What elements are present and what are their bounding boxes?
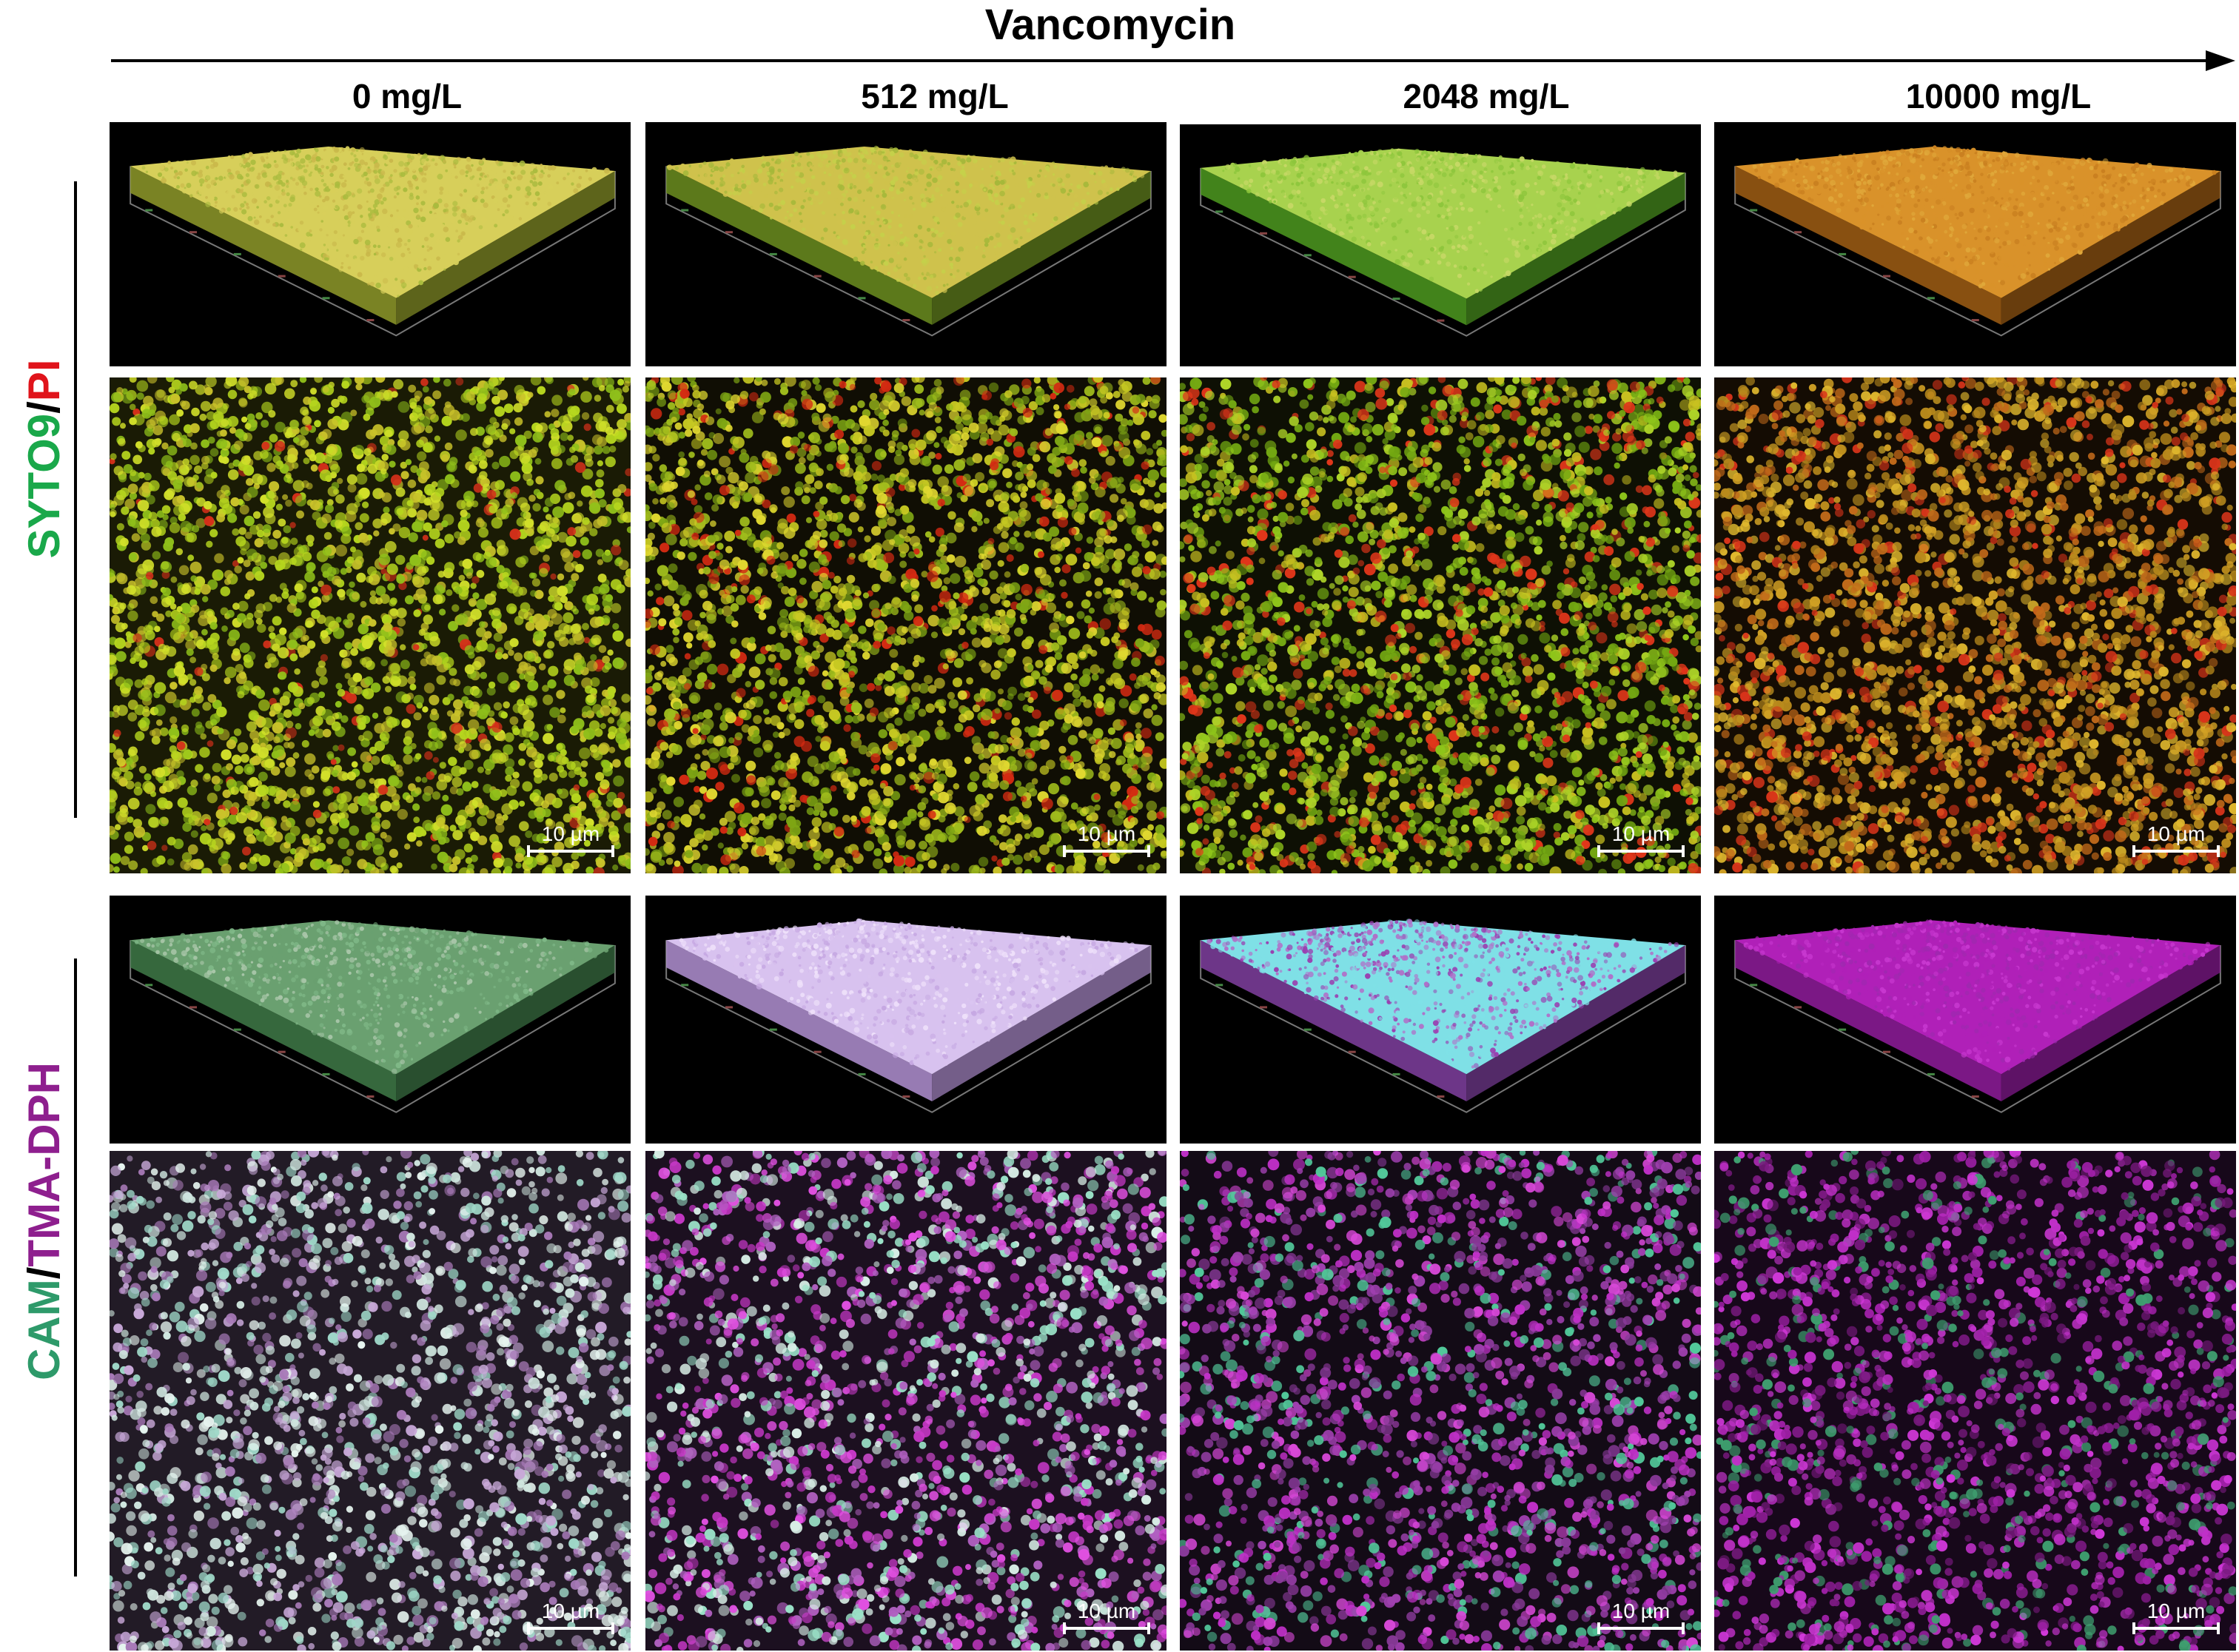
micrograph-membrane-512mg: 10 µm [645, 1151, 1167, 1651]
micrograph-live-dead-0mg: 10 µm [110, 377, 631, 873]
biofilm-3d-membrane-512mg [645, 896, 1167, 1144]
stain-pi: PI [19, 359, 69, 401]
micrograph-membrane-10000mg: 10 µm [1714, 1151, 2236, 1651]
biofilm-3d-membrane-2048mg [1180, 896, 1701, 1144]
biofilm-3d-render [110, 896, 631, 1144]
micrograph-live-dead-2048mg: 10 µm [1180, 377, 1701, 873]
column-header-0: 0 mg/L [148, 74, 666, 118]
fluorescence-field [645, 1151, 1167, 1651]
biofilm-3d-render [645, 122, 1167, 366]
scale-bar: 10 µm [1063, 1600, 1150, 1634]
micrograph-live-dead-10000mg: 10 µm [1714, 377, 2236, 873]
fluorescence-field [1180, 1151, 1701, 1651]
biofilm-3d-render [1180, 896, 1701, 1144]
biofilm-3d-10000mg [1714, 122, 2236, 366]
fluorescence-field [1714, 377, 2236, 873]
biofilm-3d-membrane-0mg [110, 896, 631, 1144]
fluorescence-field [110, 1151, 631, 1651]
fluorescence-field [1180, 377, 1701, 873]
scale-bar: 10 µm [1063, 823, 1150, 857]
scale-bar: 10 µm [1597, 1600, 1685, 1634]
fluorescence-field [110, 377, 631, 873]
biofilm-3d-render [110, 122, 631, 366]
fluorescence-field [645, 377, 1167, 873]
scale-bar: 10 µm [2132, 823, 2220, 857]
scale-bar: 10 µm [2132, 1600, 2220, 1634]
row-group-line-1 [74, 181, 77, 818]
scale-bar: 10 µm [527, 1600, 614, 1634]
row-label-membrane: CAM/TMA-DPH [19, 1029, 70, 1414]
figure-title: Vancomycin [925, 0, 1295, 50]
stain-separator: / [19, 401, 69, 414]
row-label-live-dead: SYTO9/PI [19, 333, 70, 585]
scale-bar: 10 µm [1597, 823, 1685, 857]
micrograph-membrane-0mg: 10 µm [110, 1151, 631, 1651]
column-header-2: 2048 mg/L [1227, 74, 1745, 118]
stain-syto9: SYTO9 [19, 414, 69, 559]
biofilm-3d-render [1714, 896, 2236, 1144]
biofilm-3d-membrane-10000mg [1714, 896, 2236, 1144]
column-header-1: 512 mg/L [676, 74, 1194, 118]
biofilm-3d-2048mg [1180, 124, 1701, 366]
stain-cam: CAM [19, 1279, 69, 1380]
biofilm-3d-render [1714, 122, 2236, 366]
micrograph-live-dead-512mg: 10 µm [645, 377, 1167, 873]
concentration-arrow [111, 50, 2235, 71]
stain-separator: / [19, 1267, 69, 1280]
row-group-line-2 [74, 958, 77, 1577]
biofilm-3d-512mg [645, 122, 1167, 366]
fluorescence-field [1714, 1151, 2236, 1651]
stain-tma-dph: TMA-DPH [19, 1062, 69, 1267]
micrograph-membrane-2048mg: 10 µm [1180, 1151, 1701, 1651]
biofilm-3d-render [1180, 124, 1701, 366]
biofilm-3d-0mg [110, 122, 631, 366]
scale-bar: 10 µm [527, 823, 614, 857]
biofilm-3d-render [645, 896, 1167, 1144]
column-header-3: 10000 mg/L [1739, 74, 2239, 118]
